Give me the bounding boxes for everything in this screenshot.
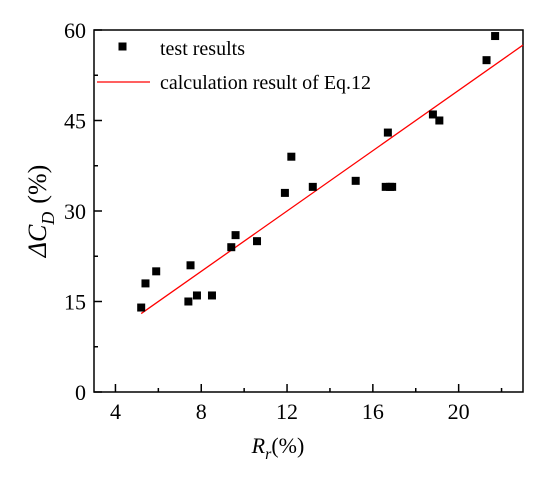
data-point bbox=[308, 182, 317, 191]
y-axis-title-main: ΔC bbox=[23, 224, 52, 258]
x-tick-label: 20 bbox=[448, 399, 470, 424]
fit-line bbox=[140, 44, 524, 315]
x-tick-label: 12 bbox=[276, 399, 298, 424]
x-axis-title-sub: r bbox=[265, 446, 272, 463]
data-point bbox=[383, 128, 392, 137]
legend-marker-square bbox=[118, 42, 127, 51]
y-tick-label: 45 bbox=[64, 109, 86, 134]
x-tick-label: 8 bbox=[196, 399, 207, 424]
y-axis-ticks bbox=[94, 29, 102, 393]
y-axis-title: ΔCD (%) bbox=[23, 165, 58, 259]
y-axis-tick-labels: 0 15 30 45 60 bbox=[64, 18, 86, 405]
x-axis-tick-labels: 4 8 12 16 20 bbox=[110, 399, 470, 424]
legend: test results calculation result of Eq.12 bbox=[97, 38, 371, 94]
series-test-points bbox=[137, 32, 500, 312]
y-tick-label: 30 bbox=[64, 199, 86, 224]
data-point bbox=[388, 182, 397, 191]
data-point bbox=[381, 182, 390, 191]
x-axis-title-unit: (%) bbox=[271, 433, 304, 458]
data-point bbox=[184, 297, 193, 306]
data-point bbox=[192, 291, 201, 300]
y-tick-label: 0 bbox=[75, 380, 86, 405]
series-calculation-line bbox=[140, 44, 524, 315]
x-tick-label: 16 bbox=[362, 399, 384, 424]
x-tick-label: 4 bbox=[110, 399, 121, 424]
legend-label-calculation: calculation result of Eq.12 bbox=[160, 72, 371, 94]
x-axis-title: Rr(%) bbox=[251, 433, 305, 463]
legend-label-test-results: test results bbox=[160, 38, 245, 60]
data-point bbox=[207, 291, 216, 300]
y-axis-title-sub: D bbox=[38, 212, 58, 226]
data-point bbox=[287, 152, 296, 161]
data-point bbox=[137, 303, 146, 312]
data-point bbox=[482, 56, 491, 65]
data-point bbox=[152, 267, 161, 276]
x-axis-title-main: R bbox=[251, 433, 266, 458]
data-point bbox=[231, 231, 240, 240]
data-point bbox=[253, 237, 262, 246]
data-point bbox=[435, 116, 444, 125]
data-point bbox=[186, 261, 195, 270]
data-point bbox=[491, 32, 500, 41]
data-point bbox=[227, 243, 236, 252]
data-point bbox=[280, 188, 289, 197]
y-tick-label: 60 bbox=[64, 18, 86, 43]
x-axis-ticks bbox=[114, 384, 503, 392]
y-tick-label: 15 bbox=[64, 290, 86, 315]
data-point bbox=[428, 110, 437, 119]
data-point bbox=[351, 176, 360, 185]
data-point bbox=[141, 279, 150, 288]
y-axis-title-unit: (%) bbox=[23, 165, 52, 204]
